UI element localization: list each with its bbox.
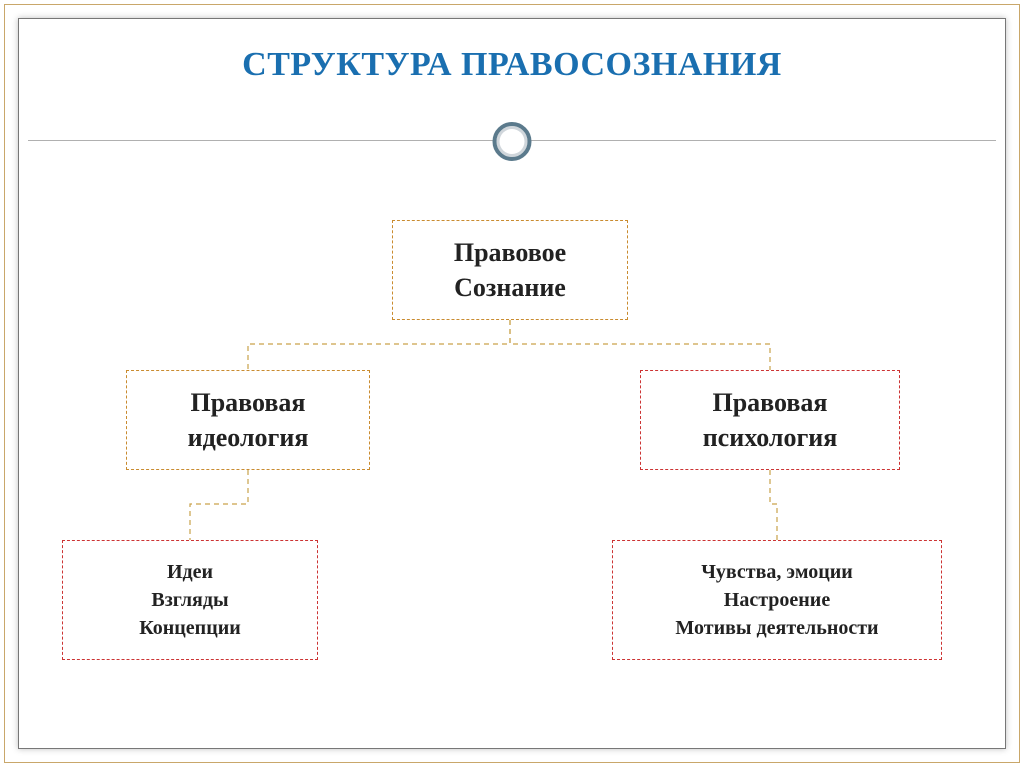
subnode-left: ИдеиВзглядыКонцепции — [62, 540, 318, 660]
subnode-right: Чувства, эмоцииНастроениеМотивы деятельн… — [612, 540, 942, 660]
node-right-line1: Правовая — [712, 385, 827, 420]
node-right: Правовая психология — [640, 370, 900, 470]
subnode-line: Взгляды — [151, 586, 228, 614]
node-left-line1: Правовая — [190, 385, 305, 420]
subnode-line: Настроение — [724, 586, 830, 614]
subnode-line: Идеи — [167, 558, 213, 586]
node-root-line2: Сознание — [454, 270, 566, 305]
node-right-line2: психология — [703, 420, 838, 455]
node-left: Правовая идеология — [126, 370, 370, 470]
node-root-line1: Правовое — [454, 235, 566, 270]
subnode-line: Концепции — [139, 614, 241, 642]
node-root: Правовое Сознание — [392, 220, 628, 320]
node-left-line2: идеология — [188, 420, 309, 455]
subnode-line: Чувства, эмоции — [701, 558, 853, 586]
circle-decor-icon — [493, 122, 532, 161]
subnode-line: Мотивы деятельности — [675, 614, 878, 642]
slide-title: СТРУКТУРА ПРАВОСОЗНАНИЯ — [0, 46, 1024, 84]
